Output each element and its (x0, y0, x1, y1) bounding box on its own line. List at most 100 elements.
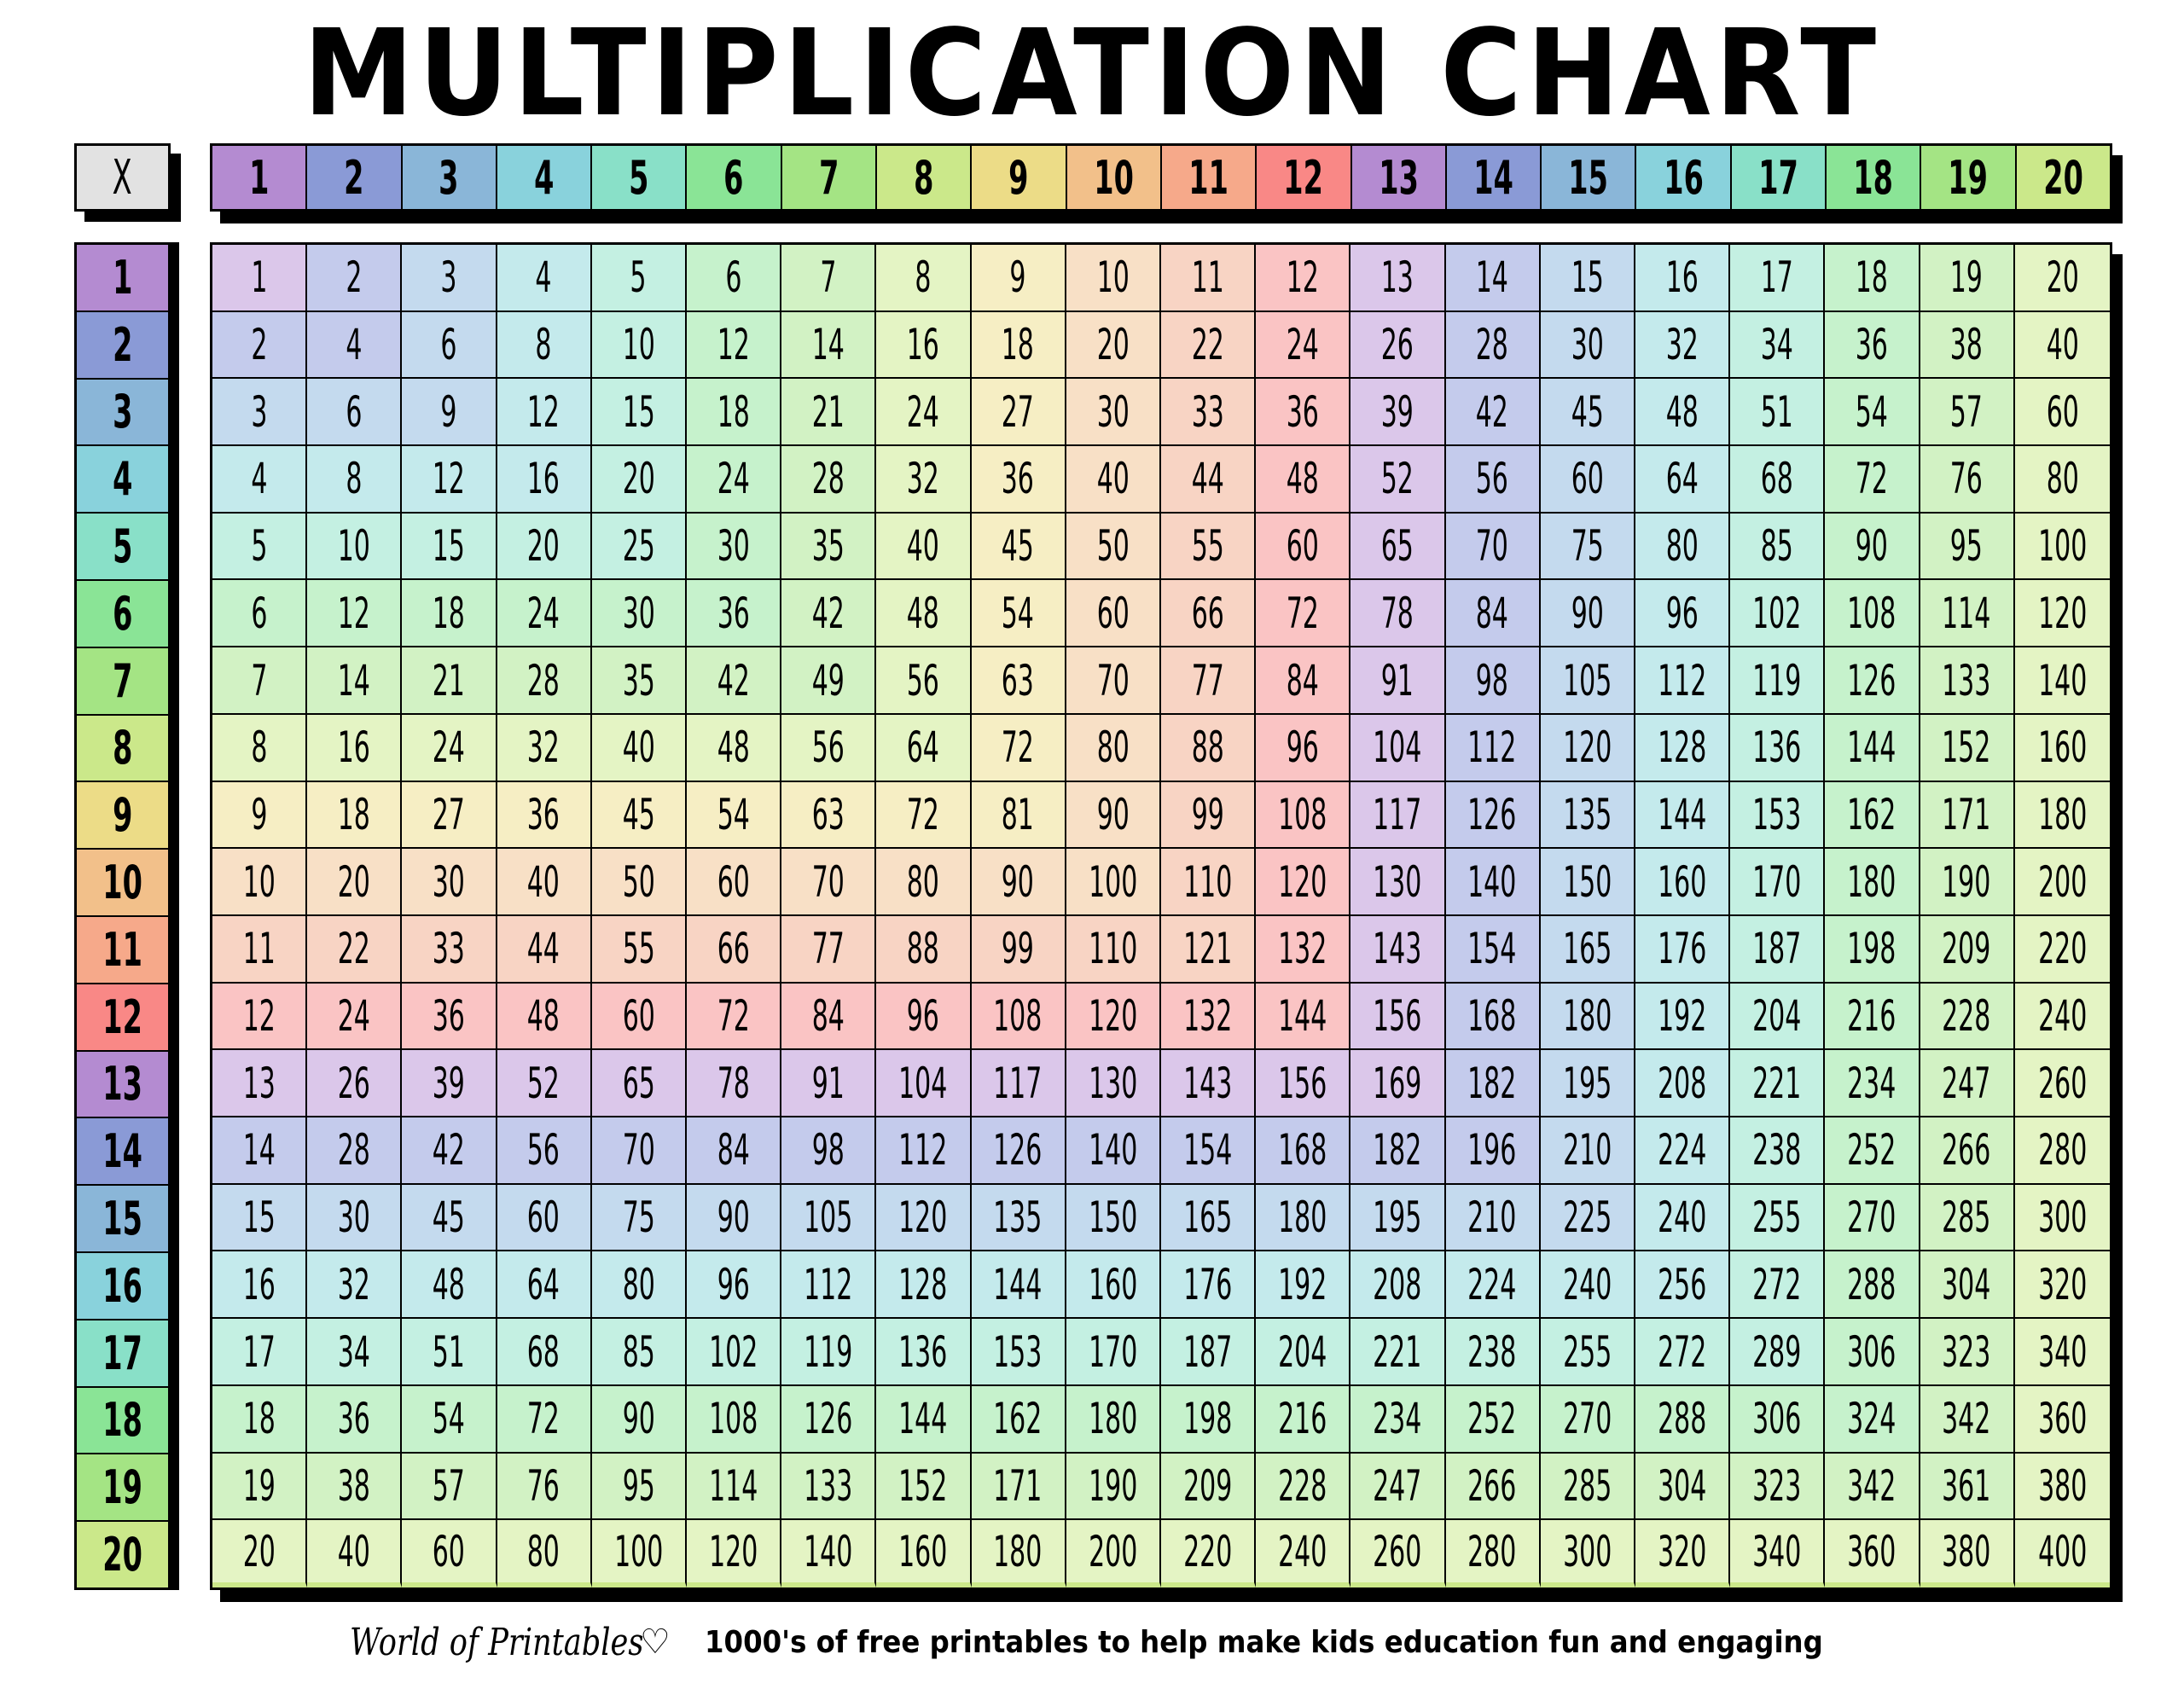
cell-value: 126 (993, 1125, 1043, 1175)
cell-value: 100 (1088, 856, 1138, 907)
cell-value: 85 (1760, 521, 1793, 572)
cell-value: 120 (708, 1526, 758, 1576)
table-cell: 40 (2014, 311, 2110, 380)
table-cell: 150 (1540, 849, 1635, 916)
table-cell: 36 (1256, 379, 1351, 447)
cell-value: 18 (432, 588, 466, 638)
cell-value: 8 (346, 454, 363, 504)
table-cell: 320 (2014, 1251, 2110, 1320)
table-cell: 152 (1920, 714, 2015, 782)
table-cell: 180 (2014, 781, 2110, 850)
cell-value: 7 (820, 252, 837, 303)
table-cell: 21 (781, 379, 877, 447)
table-cell: 114 (686, 1453, 782, 1521)
cell-value: 98 (811, 1125, 845, 1175)
cell-value: 27 (432, 789, 466, 839)
cell-value: 96 (1665, 588, 1699, 638)
column-header: 20 (2016, 146, 2110, 209)
table-cell: 70 (1066, 647, 1161, 715)
table-cell: 22 (307, 915, 403, 984)
table-cell: 49 (781, 647, 877, 715)
cell-value: 104 (898, 1058, 948, 1108)
row-header: 16 (77, 1252, 168, 1320)
table-cell: 360 (2014, 1385, 2110, 1454)
row-header-label: 6 (112, 586, 133, 641)
row-header: 7 (77, 647, 168, 716)
cell-value: 144 (993, 1259, 1043, 1309)
cell-value: 150 (1088, 1193, 1138, 1243)
table-cell: 140 (2014, 647, 2110, 715)
table-cell: 105 (781, 1184, 877, 1252)
column-header-label: 1 (248, 150, 270, 205)
cell-value: 132 (1278, 924, 1327, 974)
cell-value: 153 (1752, 789, 1802, 839)
cell-value: 32 (1665, 320, 1699, 370)
column-header-label: 3 (439, 150, 459, 205)
cell-value: 224 (1657, 1125, 1707, 1175)
cell-value: 90 (1096, 789, 1130, 839)
cell-value: 45 (1002, 521, 1035, 572)
cell-value: 156 (1278, 1058, 1327, 1108)
row-header-label: 18 (102, 1393, 142, 1448)
cell-value: 288 (1657, 1394, 1707, 1444)
cell-value: 120 (1278, 856, 1327, 907)
table-cell: 102 (1730, 580, 1826, 648)
table-cell: 12 (402, 446, 497, 514)
table-cell: 119 (1730, 647, 1826, 715)
table-cell: 12 (212, 983, 308, 1051)
table-cell: 380 (2014, 1453, 2110, 1521)
table-cell: 15 (591, 379, 687, 447)
table-cell: 110 (1066, 915, 1161, 984)
cell-value: 50 (1096, 521, 1130, 572)
table-cell: 361 (1920, 1453, 2015, 1521)
cell-value: 240 (1562, 1259, 1612, 1309)
table-cell: 182 (1445, 1050, 1541, 1118)
column-header: 3 (402, 146, 497, 209)
table-cell: 304 (1920, 1251, 2015, 1320)
table-cell: 100 (1066, 849, 1161, 916)
table-cell: 1 (212, 245, 308, 312)
cell-value: 42 (432, 1125, 466, 1175)
row-header: 10 (77, 850, 168, 917)
table-cell: 10 (212, 849, 308, 916)
cell-value: 80 (906, 856, 940, 907)
cell-value: 238 (1467, 1326, 1517, 1377)
cell-value: 72 (1002, 723, 1035, 773)
table-cell: 51 (1730, 379, 1826, 447)
cell-value: 240 (1278, 1526, 1327, 1576)
cell-value: 21 (432, 655, 466, 705)
table-cell: 77 (781, 915, 877, 984)
row-header: 4 (77, 446, 168, 514)
cell-value: 280 (1467, 1526, 1517, 1576)
table-cell: 12 (686, 311, 782, 380)
table-cell: 140 (1066, 1117, 1161, 1185)
cell-value: 20 (2046, 252, 2079, 303)
row-header: 2 (77, 311, 168, 380)
cell-value: 91 (811, 1058, 845, 1108)
cell-value: 160 (898, 1526, 948, 1576)
table-cell: 35 (591, 647, 687, 715)
cell-value: 54 (1002, 588, 1035, 638)
table-cell: 180 (1825, 849, 1920, 916)
cell-value: 63 (811, 789, 845, 839)
table-cell: 40 (591, 714, 687, 782)
column-header-label: 11 (1188, 150, 1228, 205)
cell-value: 12 (717, 320, 750, 370)
cell-value: 36 (527, 789, 561, 839)
cell-value: 54 (717, 789, 750, 839)
cell-value: 216 (1278, 1394, 1327, 1444)
table-cell: 240 (1540, 1251, 1635, 1320)
cell-value: 15 (622, 386, 655, 437)
cell-value: 266 (1467, 1460, 1517, 1511)
table-cell: 247 (1350, 1453, 1446, 1521)
table-cell: 256 (1635, 1251, 1731, 1320)
table-cell: 120 (1066, 983, 1161, 1051)
table-cell: 154 (1445, 915, 1541, 984)
table-cell: 56 (1445, 446, 1541, 514)
cell-value: 52 (1380, 454, 1414, 504)
cell-value: 128 (1657, 723, 1707, 773)
table-cell: 140 (781, 1520, 877, 1587)
cell-value: 77 (811, 924, 845, 974)
cell-value: 60 (1571, 454, 1604, 504)
cell-value: 49 (811, 655, 845, 705)
